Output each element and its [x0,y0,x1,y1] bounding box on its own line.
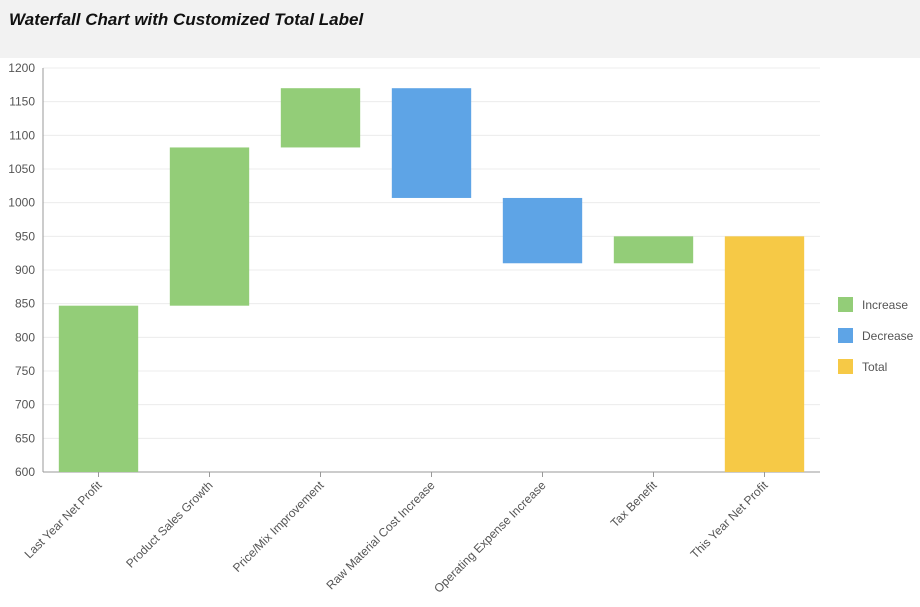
bar-increase [613,236,694,264]
y-tick-label: 600 [15,465,35,479]
bar-increase [280,88,361,148]
legend-swatch [838,328,853,343]
y-tick-label: 750 [15,364,35,378]
legend-item-total[interactable]: Total [838,351,913,382]
legend-item-increase[interactable]: Increase [838,289,913,320]
x-tick-label: Tax Benefit [608,478,660,530]
y-tick-label: 1200 [8,61,35,75]
x-tick-label: Last Year Net Profit [22,478,105,561]
legend-label: Total [862,359,888,374]
y-tick-label: 650 [15,431,35,445]
bar-increase [169,147,250,306]
bar-decrease [391,88,472,198]
x-tick-label: This Year Net Profit [688,478,771,561]
legend-swatch [838,297,853,312]
bar-decrease [502,197,583,264]
legend: Increase Decrease Total [838,289,913,382]
y-tick-label: 1050 [8,162,35,176]
y-tick-label: 950 [15,229,35,243]
legend-label: Decrease [862,328,914,343]
chart-title: Waterfall Chart with Customized Total La… [9,10,364,29]
bar-increase [58,305,139,472]
y-tick-label: 850 [15,297,35,311]
bar-total [724,236,805,472]
y-tick-label: 700 [15,398,35,412]
y-tick-label: 900 [15,263,35,277]
y-tick-label: 1000 [8,196,35,210]
y-tick-label: 1150 [9,95,35,109]
legend-item-decrease[interactable]: Decrease [838,320,913,351]
y-tick-label: 800 [15,330,35,344]
x-tick-label: Raw Material Cost Increase [324,478,438,592]
x-tick-label: Product Sales Growth [123,478,215,570]
x-tick-label: Operating Expense Increase [431,478,549,596]
legend-label: Increase [862,297,909,312]
y-tick-label: 1100 [9,128,35,142]
legend-swatch [838,359,853,374]
x-tick-label: Price/Mix Improvement [230,478,327,575]
chart-header: Waterfall Chart with Customized Total La… [0,0,920,58]
